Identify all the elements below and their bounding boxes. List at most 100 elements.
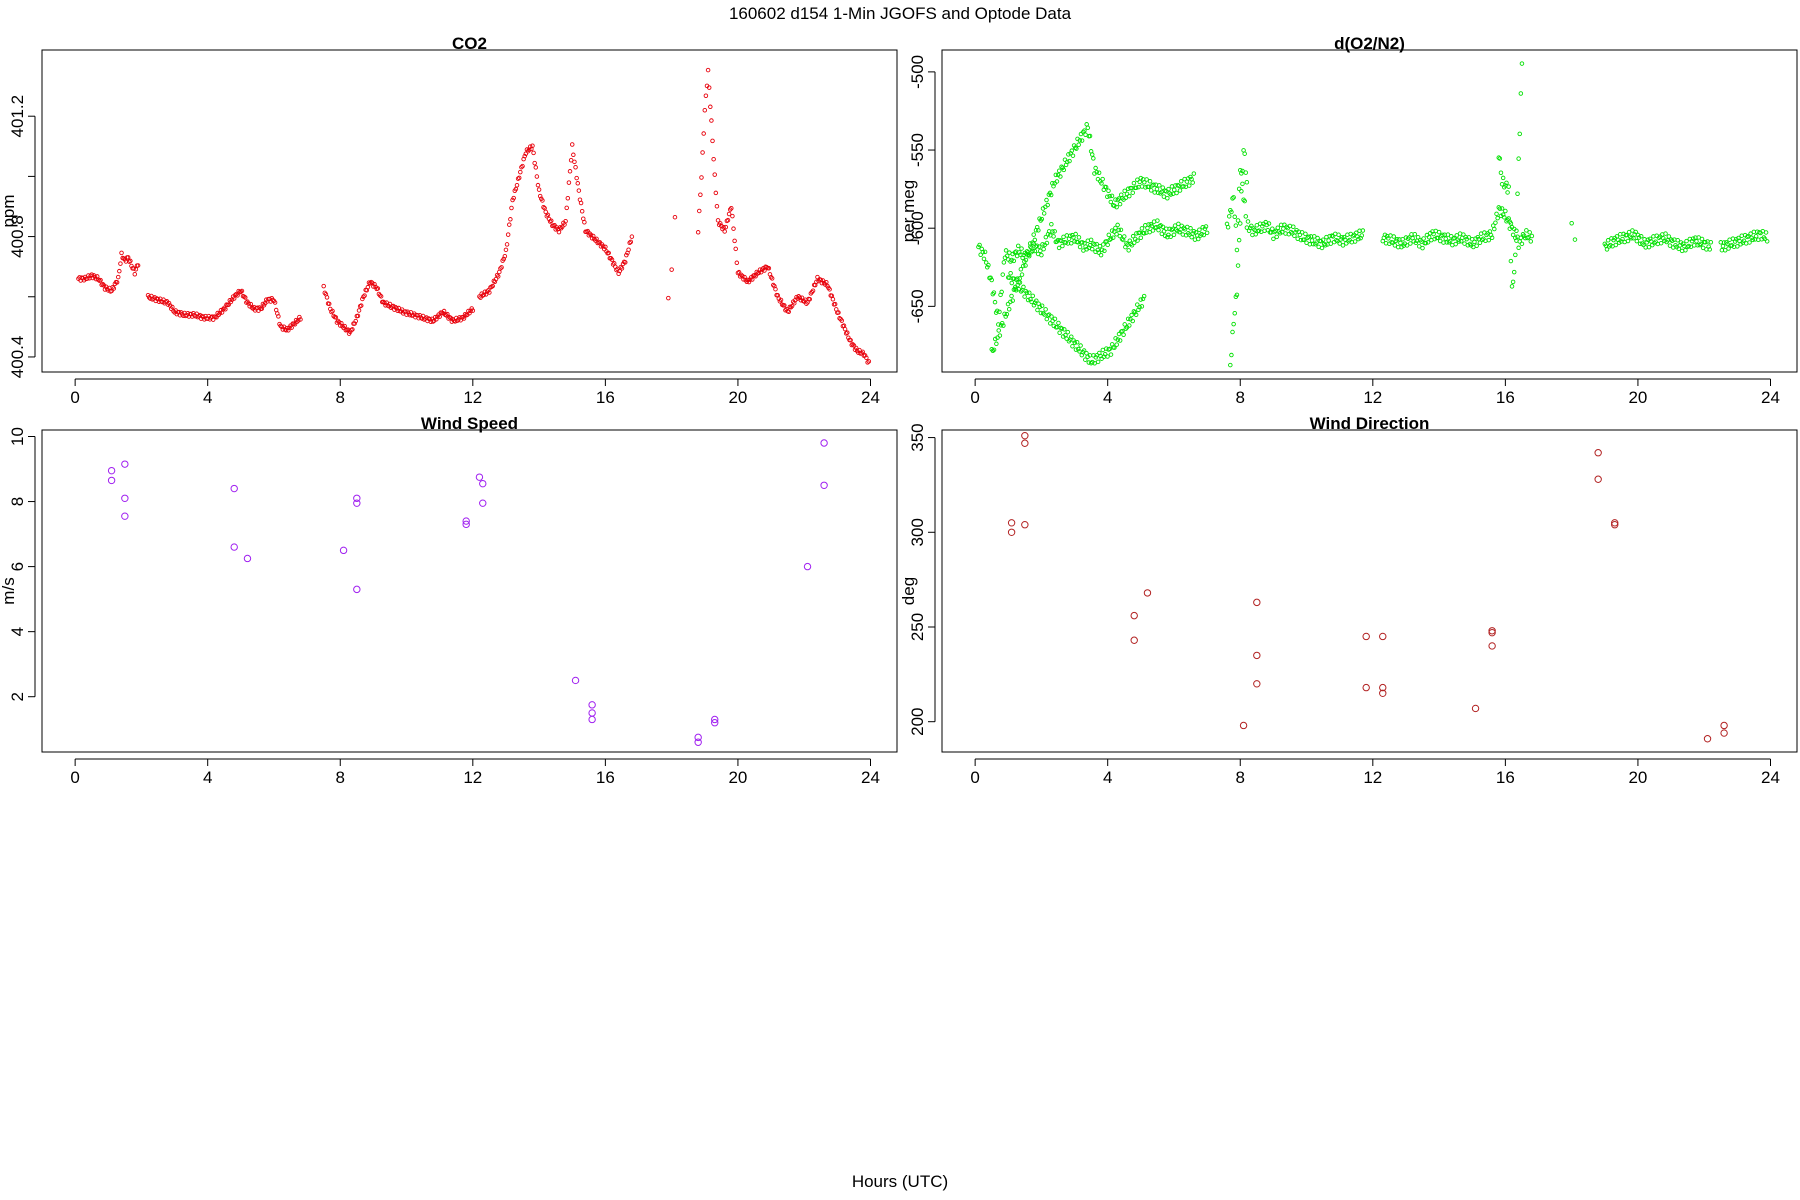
data-point [1010,298,1015,303]
data-point [731,226,736,231]
data-point [1105,194,1110,199]
data-point [694,733,702,742]
data-point [1524,228,1529,233]
data-point [1145,225,1150,231]
data-point [619,266,625,271]
data-point [706,85,712,90]
data-point [125,255,131,260]
data-point [1172,223,1178,228]
data-point [1516,156,1521,161]
plot-frame [41,49,898,373]
data-point [1226,214,1232,219]
data-point [827,287,832,292]
data-point [1117,338,1123,343]
data-point [1633,229,1638,235]
data-point [999,320,1005,326]
data-point [353,494,361,503]
data-point [1256,228,1262,233]
data-point [845,330,850,335]
data-point [1137,304,1142,310]
data-point [1196,236,1201,242]
data-point [1115,222,1120,228]
data-point [1340,243,1346,248]
data-point [1108,199,1114,205]
data-point [1191,229,1197,234]
data-point [996,322,1001,327]
data-point [1003,314,1008,319]
data-point [1426,234,1432,240]
x-axis-label: Hours (UTC) [852,1172,948,1191]
data-point [569,142,575,147]
data-point [1122,322,1127,327]
x-tick-label: 8 [336,388,345,407]
data-point [259,306,265,311]
data-point [1666,234,1672,239]
data-point [353,585,361,594]
data-point [1680,241,1686,247]
data-point [1027,241,1033,246]
data-point [1124,191,1130,197]
data-point [1139,304,1145,309]
data-point [128,258,133,264]
y-tick-label: 401.2 [8,95,27,138]
data-point [230,484,238,493]
data-point [493,276,499,282]
data-point [218,307,224,313]
plot-frame [941,429,1798,753]
data-point [1190,180,1195,185]
y-axis-label: ppm [0,194,18,227]
data-point [1009,257,1014,263]
data-point [1112,345,1117,350]
plot-frame [941,49,1798,373]
data-point [1119,236,1125,242]
y-tick-label: 250 [908,613,927,641]
data-point [574,175,579,181]
data-point [1039,252,1044,258]
data-point [1408,241,1413,246]
data-point [1663,231,1668,236]
data-point [1436,229,1442,235]
data-point [1123,195,1129,201]
data-point [609,257,615,262]
data-point [487,290,492,295]
data-point [111,286,117,291]
data-point [1094,169,1100,175]
data-point [1023,263,1028,268]
data-point [249,305,255,310]
data-point [1249,223,1254,229]
data-point [1161,228,1167,234]
data-point [1495,215,1500,221]
data-point [1131,309,1137,314]
data-point [468,308,473,314]
data-point [1689,238,1695,244]
data-point [1041,246,1046,252]
data-point [1062,327,1067,332]
data-point [1070,344,1075,349]
data-point [507,222,512,227]
data-point [1708,240,1714,245]
data-point [1236,237,1242,243]
x-tick-label: 8 [1236,768,1245,787]
data-point [978,252,983,257]
data-point [628,239,634,245]
data-point [711,156,716,162]
wind-direction-panel: Wind Direction deg 0 4 8 12 16 20 24 200 250 300 350 [899,414,1798,787]
data-point [718,221,723,226]
data-point [1154,186,1160,192]
data-point [1006,307,1012,312]
data-point [1168,234,1173,240]
data-point [571,152,576,158]
data-point [1174,190,1179,196]
data-point [470,308,476,313]
data-point [1079,138,1085,143]
data-point [1698,241,1704,247]
y-tick-label: -550 [908,133,927,167]
data-point [552,222,557,228]
x-tick-label: 24 [1761,768,1780,787]
data-point [994,341,999,347]
y-tick-label: 8 [8,497,27,506]
data-point [1416,244,1422,249]
data-point [1394,236,1400,242]
data-point [1102,352,1108,357]
data-point [1306,234,1311,239]
